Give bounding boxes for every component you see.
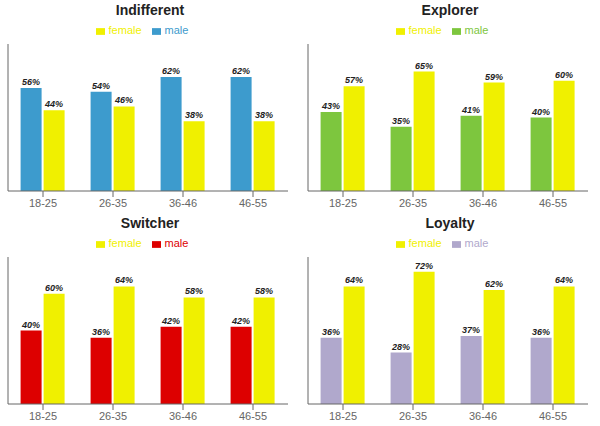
svg-text:46%: 46%: [114, 95, 133, 105]
svg-text:35%: 35%: [392, 116, 410, 126]
html-text:male: male: [164, 237, 189, 249]
svg-text:56%: 56%: [22, 77, 40, 87]
svg-text:62%: 62%: [485, 279, 503, 289]
svg-text:26-35: 26-35: [99, 410, 127, 422]
svg-text:28%: 28%: [391, 342, 410, 352]
svg-text:44%: 44%: [44, 99, 63, 109]
svg-text:40%: 40%: [531, 107, 550, 117]
html-text:Loyalty: Loyalty: [425, 215, 475, 231]
svg-text:46-55: 46-55: [539, 410, 567, 422]
svg-text:37%: 37%: [462, 325, 480, 335]
svg-text:64%: 64%: [115, 275, 133, 285]
svg-text:18-25: 18-25: [329, 197, 357, 209]
html-text:female: female: [108, 237, 142, 249]
html-text:Switcher: Switcher: [120, 215, 180, 231]
svg-text:59%: 59%: [485, 72, 503, 82]
svg-text:46-55: 46-55: [239, 197, 267, 209]
svg-text:60%: 60%: [45, 283, 63, 293]
svg-text:26-35: 26-35: [399, 197, 427, 209]
svg-text:36%: 36%: [92, 327, 110, 337]
html-text:female: female: [408, 24, 442, 36]
svg-text:18-25: 18-25: [29, 410, 57, 422]
svg-text:40%: 40%: [21, 320, 40, 330]
svg-text:36-46: 36-46: [169, 197, 197, 209]
svg-text:38%: 38%: [255, 110, 273, 120]
svg-text:72%: 72%: [415, 261, 433, 271]
svg-text:65%: 65%: [415, 61, 433, 71]
svg-text:36%: 36%: [322, 327, 340, 337]
svg-text:58%: 58%: [255, 286, 273, 296]
html-text:male: male: [464, 24, 489, 36]
html-text:female: female: [108, 24, 142, 36]
svg-text:36-46: 36-46: [469, 197, 497, 209]
svg-text:62%: 62%: [162, 66, 180, 76]
svg-text:36-46: 36-46: [169, 410, 197, 422]
svg-text:26-35: 26-35: [99, 197, 127, 209]
svg-text:58%: 58%: [185, 286, 203, 296]
html-text:Indifferent: Indifferent: [115, 2, 185, 18]
svg-text:43%: 43%: [321, 101, 340, 111]
svg-text:60%: 60%: [555, 70, 573, 80]
html-text:male: male: [464, 237, 489, 249]
svg-text:62%: 62%: [232, 66, 250, 76]
html-text:female: female: [408, 237, 442, 249]
svg-text:26-35: 26-35: [399, 410, 427, 422]
svg-text:42%: 42%: [231, 316, 250, 326]
svg-text:64%: 64%: [345, 275, 363, 285]
svg-text:41%: 41%: [461, 105, 480, 115]
svg-text:38%: 38%: [185, 110, 203, 120]
svg-text:36%: 36%: [532, 327, 550, 337]
svg-text:36-46: 36-46: [469, 410, 497, 422]
svg-text:18-25: 18-25: [329, 410, 357, 422]
svg-text:18-25: 18-25: [29, 197, 57, 209]
svg-text:57%: 57%: [345, 75, 363, 85]
html-text:Explorer: Explorer: [421, 2, 479, 18]
svg-text:54%: 54%: [92, 81, 110, 91]
svg-text:64%: 64%: [555, 275, 573, 285]
html-text:male: male: [164, 24, 189, 36]
svg-text:42%: 42%: [161, 316, 180, 326]
svg-text:46-55: 46-55: [539, 197, 567, 209]
svg-text:46-55: 46-55: [239, 410, 267, 422]
